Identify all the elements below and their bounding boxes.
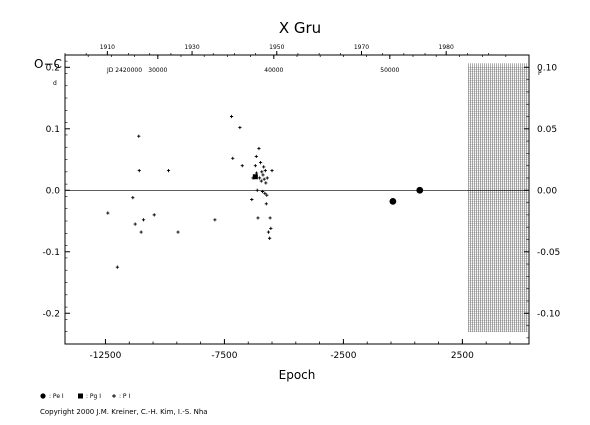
point-p xyxy=(260,189,265,194)
point-p xyxy=(262,165,266,169)
legend-label-p: : P I xyxy=(119,393,130,400)
right-axis-unit: P xyxy=(538,70,542,77)
y-axis: -0.2 -0.1 0.0 0.1 0.2 xyxy=(42,60,70,345)
point-p xyxy=(265,193,269,197)
point-p xyxy=(254,154,258,159)
point-p xyxy=(137,169,141,173)
x-axis-label: Epoch xyxy=(279,368,316,382)
x-tick-label: 2500 xyxy=(451,351,474,361)
point-p xyxy=(263,169,267,173)
point-p xyxy=(268,216,272,220)
jd-label: JD 2420000 xyxy=(106,67,142,74)
point-p xyxy=(240,164,244,168)
point-p xyxy=(166,169,171,173)
legend-label-pe: : Pe I xyxy=(49,393,64,400)
y-axis-label: O−C xyxy=(34,57,62,71)
point-p xyxy=(263,191,267,195)
right-axis: -0.10 -0.05 0.00 0.05 0.10 xyxy=(524,54,561,339)
point-p xyxy=(131,196,135,200)
point-p xyxy=(139,230,143,234)
y-tick-label: -0.1 xyxy=(42,248,60,258)
point-p xyxy=(229,114,234,119)
x-axis: -12500 -7500 -2500 2500 xyxy=(90,339,511,361)
point-p xyxy=(133,222,137,226)
point-p xyxy=(176,230,180,234)
point-p xyxy=(253,164,257,168)
point-p xyxy=(262,177,266,181)
year-tick-label: 1930 xyxy=(184,44,199,51)
point-p xyxy=(264,202,268,206)
point-p xyxy=(254,171,259,175)
point-p xyxy=(115,265,119,269)
plot-frame xyxy=(64,54,530,345)
top-axis: 1910 1930 1950 1970 1980 30000 40000 50000 xyxy=(64,44,507,74)
legend-marker-circle xyxy=(40,393,46,399)
right-tick-label: -0.10 xyxy=(537,309,561,319)
right-tick-label: 0.10 xyxy=(537,63,557,73)
point-p xyxy=(266,230,271,234)
point-p xyxy=(106,211,110,215)
year-tick-label: 1910 xyxy=(100,44,115,51)
point-p xyxy=(261,173,265,177)
point-p xyxy=(258,161,263,165)
point-pe xyxy=(389,197,397,205)
legend-marker-plus xyxy=(112,394,116,398)
jd-tick-label: 40000 xyxy=(264,67,283,74)
point-pe xyxy=(416,186,424,194)
chart-title: X Gru xyxy=(279,19,321,37)
legend: : Pe I : Pg I : P I xyxy=(40,393,130,400)
future-region-hatch xyxy=(468,63,528,332)
year-tick-label: 1970 xyxy=(354,44,369,51)
point-p xyxy=(270,169,274,173)
point-p xyxy=(269,226,273,230)
point-p xyxy=(258,176,262,180)
legend-marker-square xyxy=(78,393,83,399)
point-p xyxy=(256,216,260,220)
point-pg xyxy=(252,174,258,180)
year-tick-label: 1980 xyxy=(439,44,454,51)
right-tick-label: 0.00 xyxy=(537,186,557,196)
right-tick-label: 0.05 xyxy=(537,125,557,135)
point-p xyxy=(141,218,146,222)
point-p xyxy=(231,156,235,160)
y-tick-label: 0.1 xyxy=(46,125,60,135)
point-p xyxy=(251,176,255,180)
x-tick-label: -7500 xyxy=(211,351,237,361)
x-tick-label: -12500 xyxy=(90,351,122,361)
point-p xyxy=(255,188,259,192)
copyright-text: Copyright 2000 J.M. Kreiner, C.-H. Kim, … xyxy=(40,408,208,416)
y-tick-label: 0.2 xyxy=(46,63,60,73)
year-tick-label: 1950 xyxy=(269,44,284,51)
point-p xyxy=(257,146,261,151)
point-p xyxy=(250,197,254,202)
point-p xyxy=(260,170,264,174)
jd-tick-label: 30000 xyxy=(148,67,167,74)
x-tick-label: -2500 xyxy=(330,351,356,361)
jd-tick-label: 50000 xyxy=(380,67,399,74)
point-p xyxy=(238,125,242,130)
point-p xyxy=(264,181,268,185)
point-p xyxy=(259,179,263,183)
point-p xyxy=(265,176,269,180)
y-tick-label: 0.0 xyxy=(46,186,61,196)
point-p xyxy=(152,213,156,217)
y-tick-label: -0.2 xyxy=(42,309,60,319)
y-axis-unit: d xyxy=(53,80,57,87)
point-p xyxy=(268,236,272,240)
point-p xyxy=(137,134,141,138)
right-tick-label: -0.05 xyxy=(537,248,560,258)
legend-label-pg: : Pg I xyxy=(86,393,101,400)
point-p xyxy=(213,218,217,222)
data-points xyxy=(106,114,424,269)
